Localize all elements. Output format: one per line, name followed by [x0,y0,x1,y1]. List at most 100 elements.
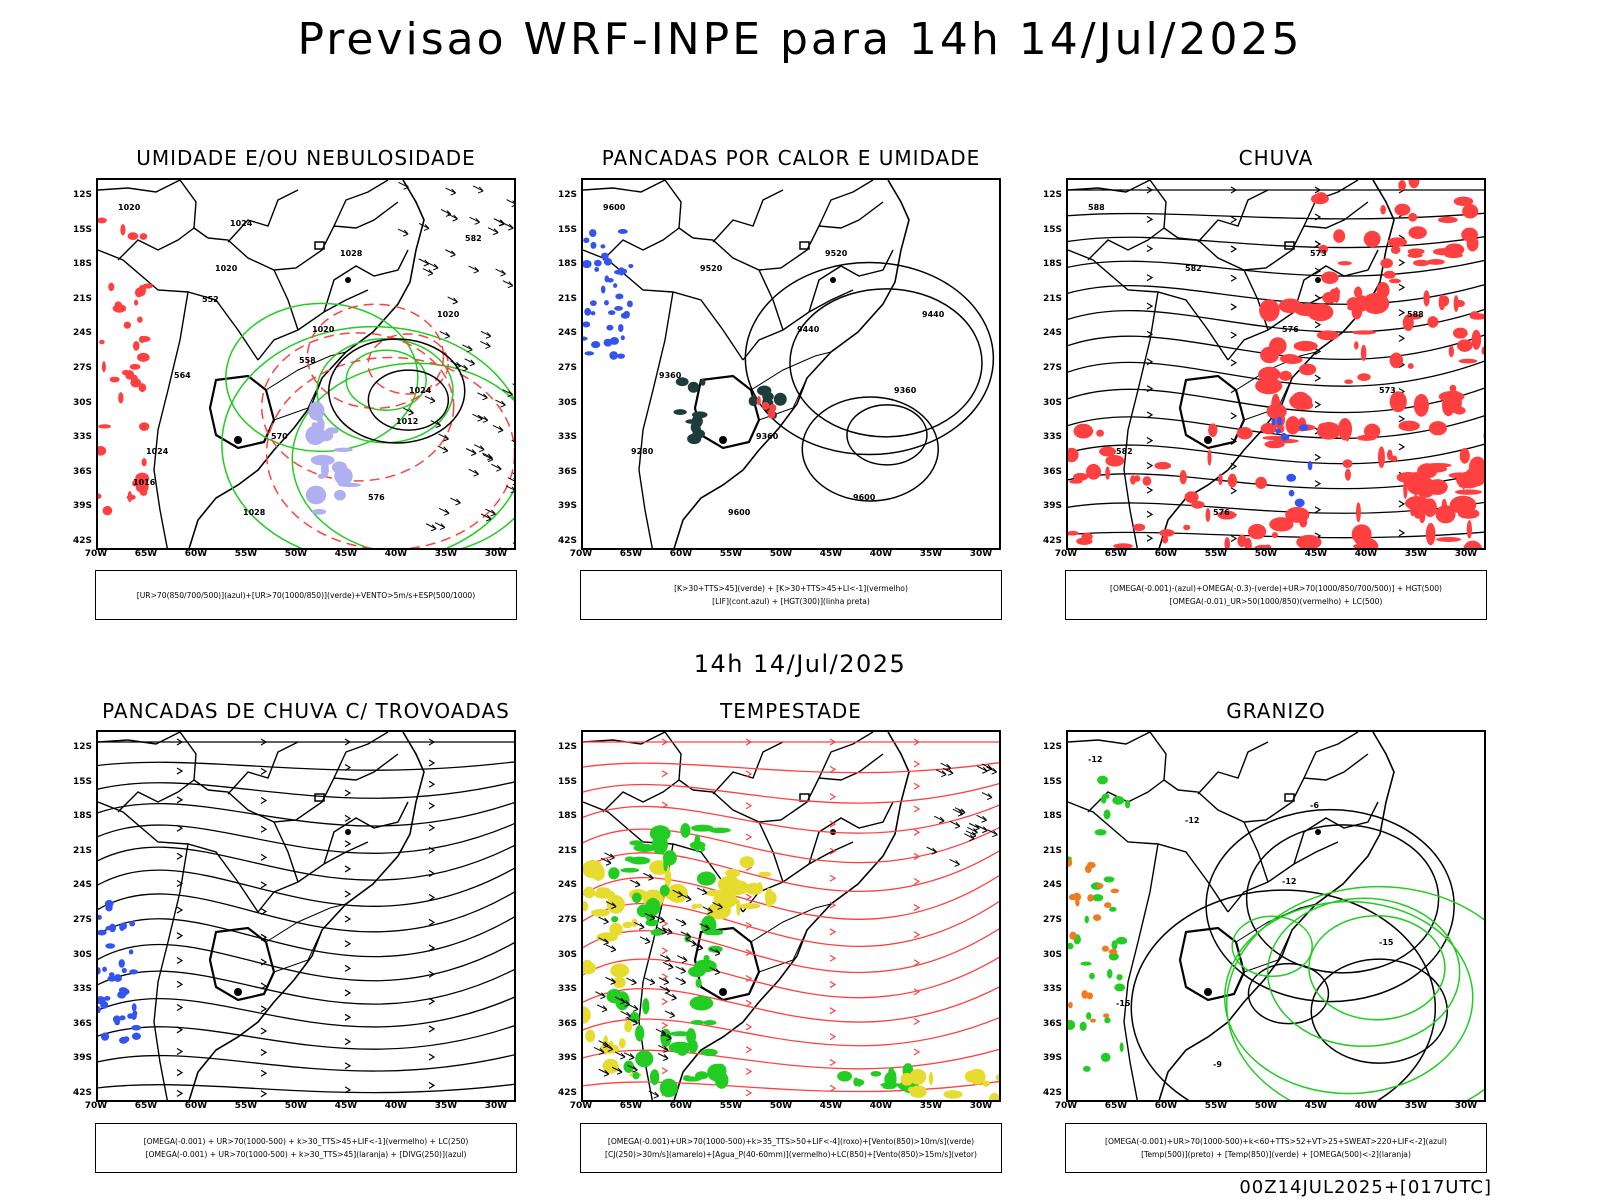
field-patch [1383,270,1396,279]
streamline-arrow [260,796,268,804]
wind-vector [472,185,484,194]
wind-vector [494,218,505,227]
streamline-arrow [344,1038,352,1046]
field-patch [685,419,698,424]
field-patch [1208,423,1218,437]
state-border [265,903,347,943]
field-patch [1316,330,1340,341]
country-border [1178,374,1246,450]
country-border [207,753,399,823]
field-patch [910,1085,927,1097]
streamline-arrow [428,894,436,902]
streamline-arrow [1398,334,1406,342]
field-patch [1159,529,1175,537]
field-patch [1068,1001,1073,1009]
field-patch [1387,237,1408,247]
field-patch [1105,454,1125,467]
longitude-label: 35W [919,1101,943,1111]
streamline-arrow [344,989,352,997]
field-patch [1109,906,1117,912]
field-patch [604,299,609,306]
field-patch [623,1060,635,1073]
field-patch [1461,227,1478,242]
streamline-arrow [260,853,268,861]
field-patch [708,827,731,834]
streamline-arrow [745,738,753,746]
field-patch [585,1029,596,1043]
field-patch [123,1036,130,1043]
streamline-arrow [829,820,837,828]
field-patch [98,914,102,920]
field-patch [131,1003,137,1012]
state-border [273,929,323,973]
streamline [583,850,999,893]
wind-vector [447,296,458,305]
latitude-label: 21S [557,293,577,304]
field-patch [1423,498,1437,518]
field-patch [1435,505,1456,524]
longitude-label: 40W [869,549,893,559]
field-patch [756,396,761,406]
contour-line [291,362,514,548]
field-patch [1439,295,1450,307]
longitude-label: 40W [384,549,408,559]
streamline-arrow [1314,453,1322,461]
longitude-label: 55W [1204,549,1228,559]
longitude-label: 65W [1104,1101,1128,1111]
country-border [333,180,389,227]
latitude-label: 33S [557,432,577,443]
streamline-arrow [344,1086,352,1094]
field-patch [748,396,758,407]
country-border [179,732,209,791]
field-patch [1207,449,1212,466]
streamline-arrow [344,890,352,898]
lake-marker [234,436,242,444]
field-patch [1463,540,1482,548]
latitude-label: 42S [1042,1088,1062,1098]
streamline-arrow [176,879,184,888]
field-patch [1285,416,1301,435]
contour-label: 570 [271,432,288,441]
map-panel [96,730,516,1102]
field-patch [127,491,132,503]
field-patch [1413,393,1429,417]
wind-vector [949,859,960,867]
field-patch [594,889,616,899]
field-patch [583,886,596,899]
field-patch [1357,373,1371,382]
streamline-arrow [260,1005,268,1013]
longitude-label: 45W [334,1101,358,1111]
map-base [583,180,910,548]
wind-vector [619,998,630,1007]
streamline [1068,236,1484,249]
contour-label: 9600 [603,203,626,212]
lake-marker [1284,793,1295,802]
field-patch [767,891,777,905]
wind-vector [503,222,514,231]
field-patch [610,963,630,978]
streamline-arrow [260,738,268,746]
field-patch [1269,337,1287,355]
streamline [98,781,514,799]
field-patch [690,1020,705,1025]
streamline [98,891,514,933]
streamline-arrow [428,846,436,854]
wind-vector [430,420,442,428]
field-patch [1162,535,1169,544]
field-patch [1387,449,1393,461]
wind-vector [600,857,612,866]
field-patch [1363,230,1381,248]
field-patch [1299,363,1317,376]
panel-title: GRANIZO [1226,699,1326,723]
latitude-label: 27S [557,363,577,373]
contour-line [328,338,466,444]
longitude-label: 50W [769,1101,793,1111]
field-patch [121,967,127,974]
wind-vector [702,906,714,915]
field-patch [312,508,327,515]
contour-label: 9600 [728,508,751,517]
field-patch [1110,888,1120,894]
field-patch [964,1070,979,1083]
longitude-label: 45W [1304,1101,1328,1111]
wind-vector [596,1004,608,1013]
